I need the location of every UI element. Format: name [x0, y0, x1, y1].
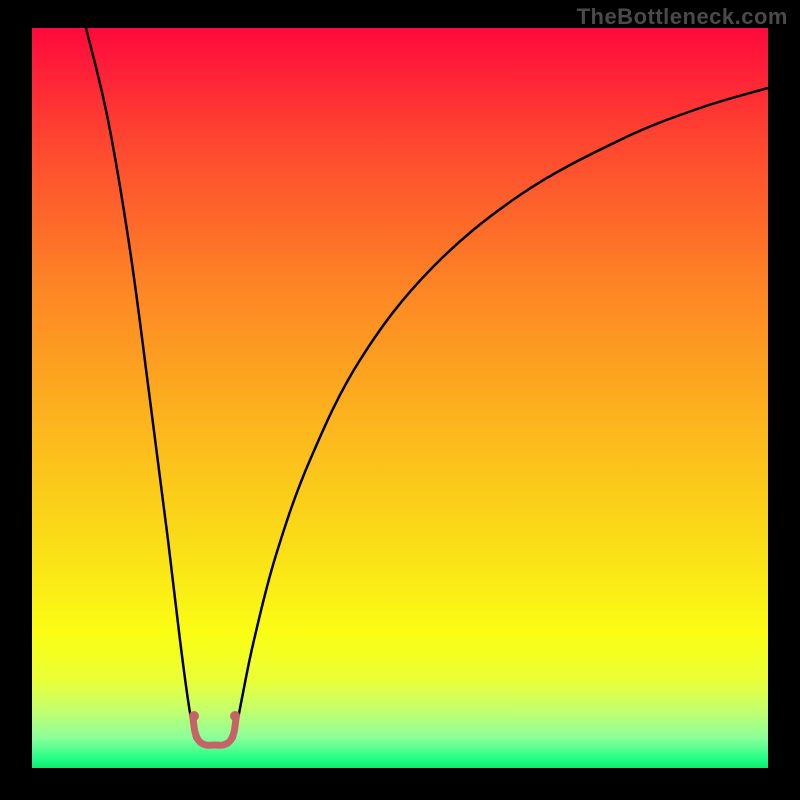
chart-frame: TheBottleneck.com: [0, 0, 800, 800]
gradient-plot-area: [32, 28, 768, 768]
watermark-text: TheBottleneck.com: [577, 4, 788, 30]
